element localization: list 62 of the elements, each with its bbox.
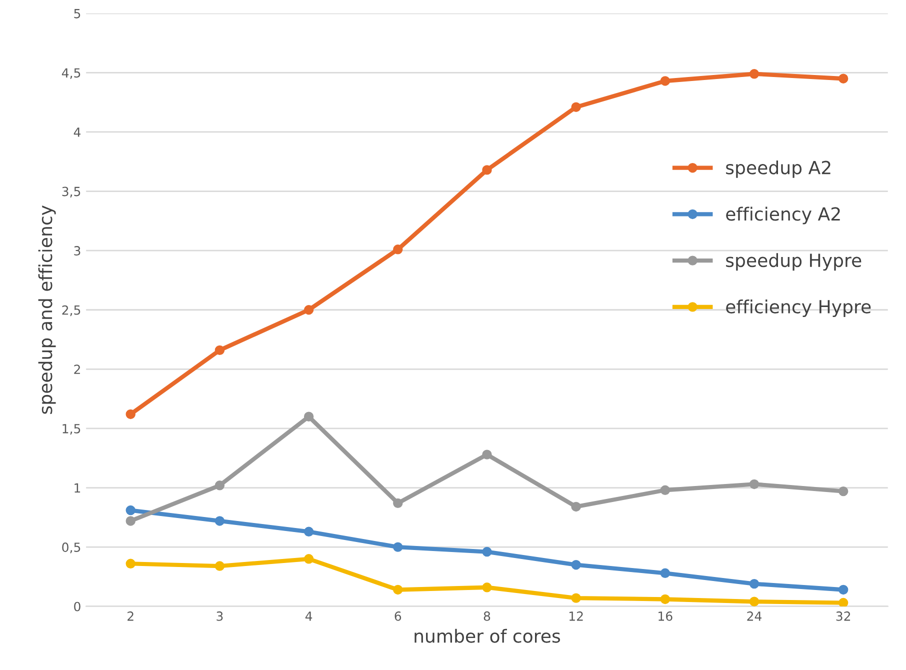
- point: [393, 498, 403, 508]
- point: [126, 558, 136, 569]
- point: [571, 502, 581, 512]
- point: [393, 244, 403, 254]
- y-tick-label: 4: [74, 128, 81, 137]
- point: [571, 593, 581, 603]
- x-tick-label: 3: [216, 611, 223, 621]
- x-tick-label: 24: [747, 611, 762, 621]
- point: [749, 578, 760, 589]
- x-tick-label: 6: [394, 611, 402, 621]
- point: [126, 505, 136, 516]
- x-tick-label: 4: [305, 612, 312, 621]
- point: [749, 596, 760, 606]
- point: [749, 69, 760, 79]
- x-tick-label: 8: [484, 611, 490, 621]
- x-tick-label: 16: [658, 611, 672, 621]
- y-axis-title: speedup and efficiency: [38, 205, 56, 414]
- legend-label: efficiency Hypre: [726, 300, 871, 318]
- point: [126, 409, 136, 420]
- y-tick-label: 3: [74, 246, 80, 256]
- x-tick-label: 12: [569, 611, 583, 621]
- point: [304, 412, 314, 422]
- point: [660, 594, 670, 604]
- y-tick-label: 1,5: [62, 424, 80, 435]
- point: [482, 546, 492, 557]
- y-tick-label: 3,5: [62, 186, 80, 198]
- point: [838, 584, 848, 595]
- y-tick-label: 0: [74, 602, 80, 612]
- point: [838, 598, 848, 606]
- point: [304, 554, 314, 564]
- point: [304, 305, 314, 315]
- point: [482, 582, 492, 592]
- point: [304, 526, 314, 536]
- point: [660, 485, 670, 495]
- point: [393, 584, 403, 595]
- point: [214, 480, 225, 490]
- point: [660, 76, 670, 86]
- legend-label: efficiency A2: [726, 206, 840, 224]
- point: [393, 542, 403, 552]
- point: [571, 102, 581, 112]
- point: [214, 345, 225, 356]
- point: [214, 516, 225, 526]
- legend-label: speedup Hypre: [726, 253, 862, 271]
- point: [482, 165, 492, 175]
- x-tick-label: 32: [836, 611, 850, 621]
- x-tick-label: 2: [128, 611, 134, 621]
- point: [571, 560, 581, 570]
- x-axis-title: number of cores: [414, 628, 560, 643]
- y-tick-label: 1: [74, 483, 80, 493]
- y-tick-label: 5: [74, 9, 80, 18]
- point: [660, 568, 670, 578]
- y-tick-label: 2,5: [62, 305, 80, 316]
- point: [126, 516, 136, 526]
- point: [482, 450, 492, 460]
- y-tick-label: 4,5: [62, 68, 80, 79]
- point: [838, 74, 848, 84]
- point: [749, 479, 760, 490]
- point: [214, 561, 225, 571]
- point: [838, 486, 848, 496]
- y-tick-label: 0,5: [62, 542, 80, 554]
- legend-label: speedup A2: [726, 160, 830, 178]
- y-tick-label: 2: [74, 364, 80, 374]
